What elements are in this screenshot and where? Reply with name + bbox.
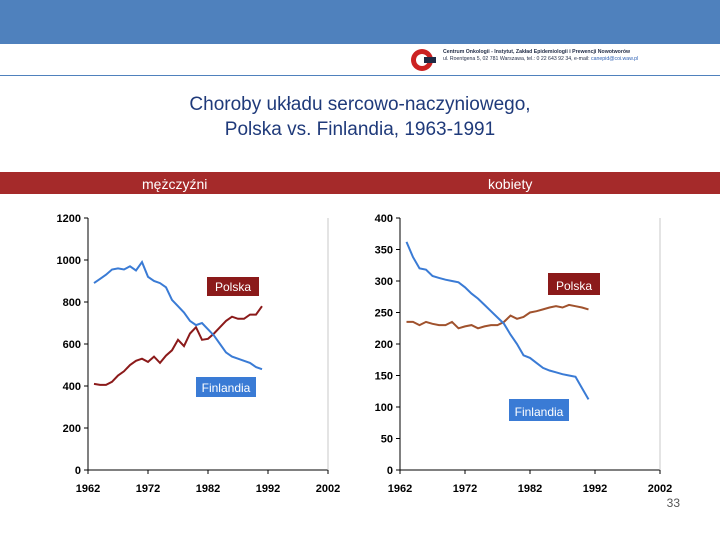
women-chart: 0 50 100 150 200 250 300 350 400 1962 1972 1982 1992… bbox=[375, 213, 673, 495]
women-section-label: kobiety bbox=[488, 176, 533, 192]
x-tick-label: 1982 bbox=[518, 483, 542, 495]
section-band bbox=[0, 172, 720, 194]
y-tick-label: 1200 bbox=[57, 213, 81, 225]
legend-box bbox=[207, 277, 259, 296]
legend-text: Finlandia bbox=[515, 405, 564, 419]
x-tick-label: 1962 bbox=[76, 483, 100, 495]
y-tick-label: 0 bbox=[387, 465, 393, 477]
series-line-polska bbox=[406, 303, 589, 330]
men-section-label: mężczyźni bbox=[142, 176, 208, 192]
y-tick-label: 350 bbox=[375, 245, 393, 257]
legend-box bbox=[548, 273, 600, 295]
x-tick-label: 1982 bbox=[196, 483, 220, 495]
y-tick-label: 150 bbox=[375, 371, 393, 383]
series-line-finlandia bbox=[405, 241, 590, 400]
legend-box bbox=[196, 377, 256, 397]
y-tick-label: 600 bbox=[63, 339, 81, 351]
slide-title: Choroby układu sercowo-naczyniowego, Pol… bbox=[0, 92, 720, 142]
title-line-1: Choroby układu sercowo-naczyniowego, bbox=[189, 94, 531, 115]
institute-logo bbox=[411, 49, 436, 71]
y-tick-label: 250 bbox=[375, 308, 393, 320]
slide-number: 33 bbox=[666, 496, 680, 510]
y-tick-label: 0 bbox=[75, 465, 81, 477]
legend-text: Polska bbox=[556, 279, 592, 293]
x-tick-label: 1972 bbox=[136, 483, 160, 495]
top-header-bar bbox=[0, 0, 720, 44]
y-tick-label: 200 bbox=[63, 423, 81, 435]
y-tick-label: 400 bbox=[375, 213, 393, 225]
series-line-polska bbox=[93, 305, 263, 386]
title-line-2: Polska vs. Finlandia, 1963-1991 bbox=[224, 119, 496, 140]
institute-address: ul. Roentgena 5, 02 781 Warszawa, tel.: … bbox=[443, 55, 590, 62]
institute-email[interactable]: canepid@coi.waw.pl bbox=[591, 55, 639, 62]
x-tick-label: 2002 bbox=[316, 483, 340, 495]
y-tick-label: 1000 bbox=[57, 255, 81, 267]
x-tick-label: 1962 bbox=[388, 483, 412, 495]
y-tick-label: 200 bbox=[375, 339, 393, 351]
institute-info: Centrum Onkologii - Instytut, Zakład Epi… bbox=[443, 49, 715, 62]
legend-label-polska: Polska bbox=[207, 277, 259, 296]
y-tick-label: 50 bbox=[381, 434, 393, 446]
x-tick-label: 1992 bbox=[583, 483, 607, 495]
y-tick-label: 800 bbox=[63, 297, 81, 309]
y-tick-label: 400 bbox=[63, 381, 81, 393]
x-tick-label: 2002 bbox=[648, 483, 672, 495]
header-divider bbox=[0, 75, 720, 76]
y-tick-label: 300 bbox=[375, 276, 393, 288]
x-tick-label: 1972 bbox=[453, 483, 477, 495]
legend-label-finlandia: Finlandia bbox=[196, 377, 256, 397]
series-line-finlandia bbox=[93, 260, 263, 371]
legend-label-finlandia: Finlandia bbox=[509, 399, 569, 421]
legend-text: Finlandia bbox=[202, 381, 251, 395]
legend-label-polska: Polska bbox=[548, 273, 600, 295]
men-chart: 0 200 400 600 800 1000 1200 1962 1972 1982 1992 200… bbox=[57, 213, 341, 495]
institute-name: Centrum Onkologii - Instytut, Zakład Epi… bbox=[443, 49, 631, 55]
x-tick-label: 1992 bbox=[256, 483, 280, 495]
y-tick-label: 100 bbox=[375, 402, 393, 414]
legend-text: Polska bbox=[215, 280, 251, 294]
legend-box bbox=[509, 399, 569, 421]
